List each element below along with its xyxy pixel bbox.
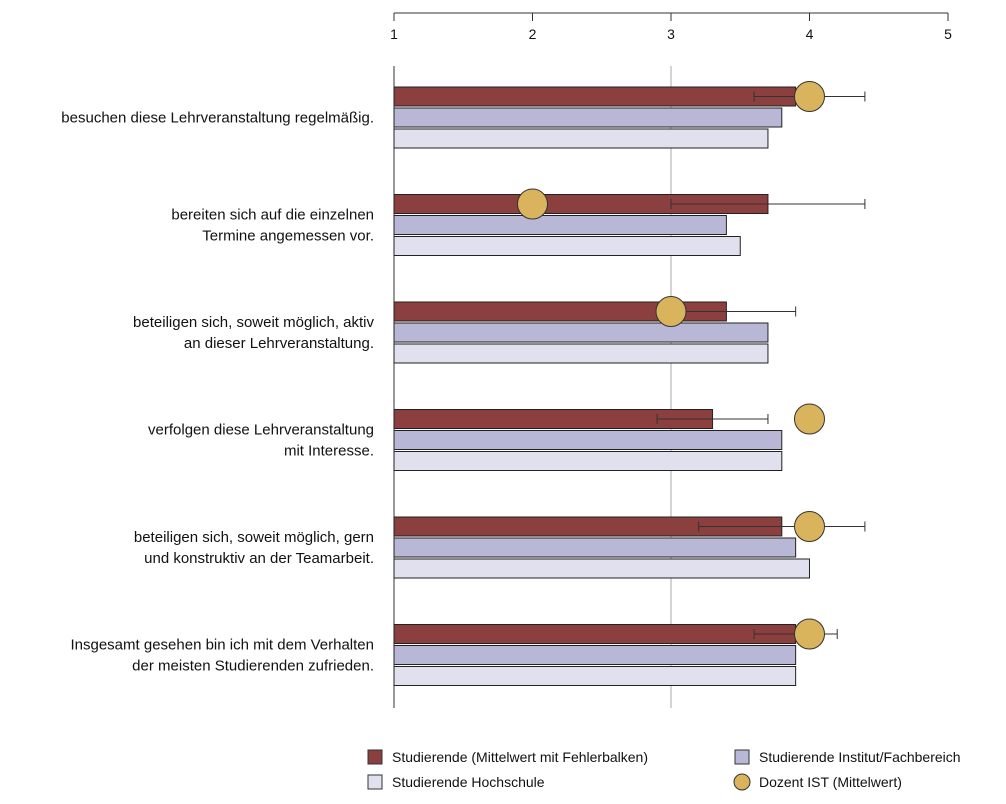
bar-0 <box>393 624 797 644</box>
dozent-marker <box>794 618 825 650</box>
bar-1 <box>393 322 769 343</box>
legend-swatch <box>367 774 383 790</box>
bar-1 <box>393 645 797 665</box>
dozent-marker <box>655 296 687 327</box>
category-label: an dieser Lehrveranstaltung. <box>184 335 374 352</box>
x-tick-label: 2 <box>529 26 537 42</box>
bar-2 <box>393 558 810 579</box>
category-label: bereiten sich auf die einzelnen <box>171 207 374 224</box>
category-label: Termine angemessen vor. <box>202 228 374 245</box>
x-tick-label: 4 <box>806 26 814 42</box>
legend-label: Studierende (Mittelwert mit Fehlerbalken… <box>392 749 648 765</box>
dozent-marker <box>794 511 825 542</box>
category-label: beteiligen sich, soweit möglich, aktiv <box>133 314 374 331</box>
bar-0 <box>393 86 797 107</box>
x-tick-label: 3 <box>667 26 675 42</box>
bar-2 <box>393 236 741 256</box>
bar-2 <box>393 666 797 686</box>
category-label: besuchen diese Lehrveranstaltung regelmä… <box>61 110 374 127</box>
bar-1 <box>393 537 797 558</box>
legend-marker <box>733 773 751 791</box>
category-label: beteiligen sich, soweit möglich, gern <box>134 529 374 546</box>
x-tick-label: 5 <box>944 26 952 42</box>
category-label: und konstruktiv an der Teamarbeit. <box>144 550 374 567</box>
dozent-marker <box>794 403 825 435</box>
bar-1 <box>393 430 783 450</box>
legend-label: Dozent IST (Mittelwert) <box>759 774 902 790</box>
legend-swatch <box>734 749 750 765</box>
bar-1 <box>393 215 727 235</box>
legend-swatch <box>367 749 383 765</box>
category-label: verfolgen diese Lehrveranstaltung <box>148 422 374 439</box>
bar-2 <box>393 128 769 149</box>
category-label: Insgesamt gesehen bin ich mit dem Verhal… <box>70 637 374 654</box>
dozent-marker <box>517 188 548 220</box>
category-label: mit Interesse. <box>284 443 374 460</box>
x-tick-label: 1 <box>390 26 398 42</box>
category-label: der meisten Studierenden zufrieden. <box>132 658 374 675</box>
bar-1 <box>393 107 783 128</box>
bar-2 <box>393 451 783 471</box>
legend-label: Studierende Institut/Fachbereich <box>759 749 961 765</box>
bar-2 <box>393 343 769 364</box>
dozent-marker <box>794 81 825 112</box>
legend-label: Studierende Hochschule <box>392 774 545 790</box>
